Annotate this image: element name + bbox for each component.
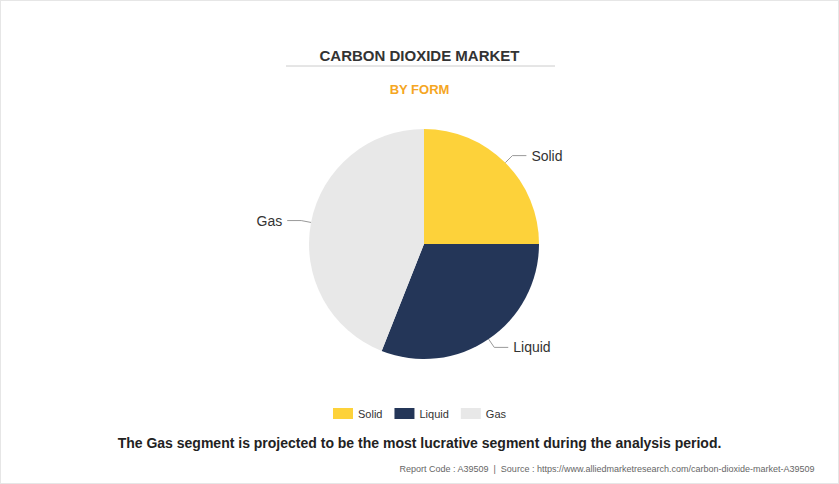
svg-text:Liquid: Liquid xyxy=(419,408,448,420)
svg-text:The Gas segment is projected t: The Gas segment is projected to be the m… xyxy=(118,435,722,451)
svg-text:Report Code : A39509 | Sourc: Report Code : A39509 | Source : https://… xyxy=(399,464,814,474)
svg-text:Liquid: Liquid xyxy=(513,339,550,355)
svg-text:Gas: Gas xyxy=(257,213,283,229)
svg-text:BY FORM: BY FORM xyxy=(390,82,450,97)
svg-text:CARBON DIOXIDE MARKET: CARBON DIOXIDE MARKET xyxy=(319,47,519,64)
svg-text:Solid: Solid xyxy=(531,148,562,164)
svg-text:Gas: Gas xyxy=(486,408,507,420)
svg-text:Solid: Solid xyxy=(358,408,382,420)
